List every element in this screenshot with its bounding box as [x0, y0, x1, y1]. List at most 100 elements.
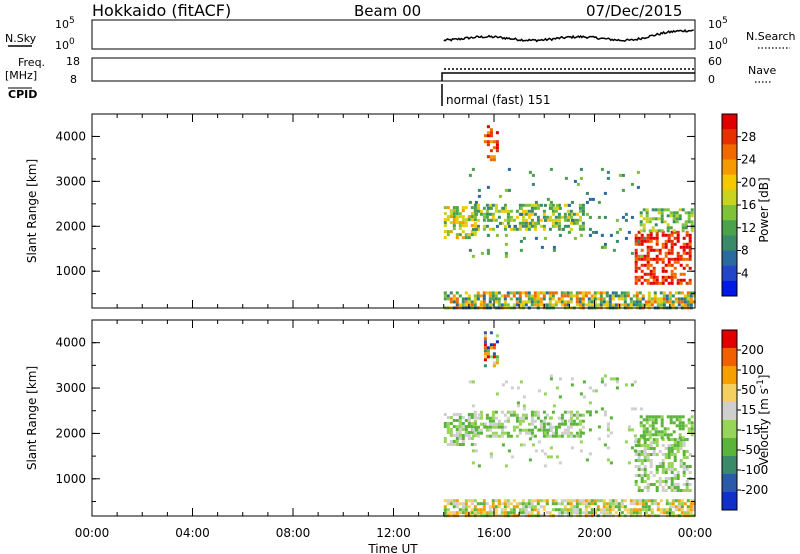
- velocity-cell: [671, 499, 675, 503]
- power-cell: [486, 206, 490, 210]
- velocity-cell: [665, 502, 669, 506]
- velocity-cell: [611, 502, 615, 506]
- power-cell: [486, 251, 490, 255]
- power-cell: [519, 212, 523, 216]
- power-cell: [632, 303, 636, 307]
- power-cell: [449, 291, 453, 295]
- velocity-cell: [660, 421, 664, 425]
- velocity-cell: [533, 499, 537, 503]
- velocity-cell: [676, 471, 680, 474]
- power-cell: [491, 212, 495, 216]
- velocity-cell: [461, 422, 465, 425]
- power-cell: [638, 291, 642, 295]
- power-cell: [569, 294, 573, 298]
- power-cell: [473, 230, 477, 234]
- power-cell: [660, 220, 664, 224]
- power-cell: [549, 200, 553, 204]
- power-cell: [624, 212, 628, 216]
- velocity-cell: [637, 459, 641, 462]
- velocity-cell: [608, 499, 612, 503]
- power-cell: [491, 227, 495, 231]
- power-cell: [686, 291, 690, 295]
- power-cell: [581, 303, 585, 307]
- power-cell: [566, 300, 570, 304]
- velocity-cell: [605, 511, 609, 515]
- power-cell: [504, 251, 508, 255]
- velocity-cell: [669, 421, 673, 425]
- power-cell: [654, 217, 658, 221]
- power-cell: [461, 303, 465, 307]
- power-cell: [581, 221, 585, 225]
- velocity-cell: [661, 444, 665, 447]
- colorbar-swatch: [722, 366, 737, 385]
- velocity-cell: [458, 413, 462, 416]
- power-cell: [468, 173, 472, 177]
- power-cell: [455, 215, 459, 219]
- velocity-cell: [503, 499, 507, 503]
- power-cell: [600, 167, 604, 171]
- power-cell: [494, 218, 498, 222]
- velocity-cell: [575, 416, 579, 420]
- power-cell: [649, 233, 653, 237]
- velocity-cell: [503, 511, 507, 515]
- power-cell: [638, 303, 642, 307]
- power-cell: [489, 218, 493, 222]
- velocity-cell: [537, 428, 541, 432]
- power-cell: [667, 251, 671, 255]
- power-cell: [685, 230, 689, 234]
- power-cell: [681, 208, 685, 212]
- power-cell: [634, 242, 638, 246]
- velocity-cell: [685, 438, 689, 441]
- power-cell: [572, 218, 576, 222]
- power-cell: [560, 297, 564, 301]
- velocity-cell: [686, 505, 690, 509]
- velocity-cell: [503, 413, 507, 417]
- velocity-cell: [572, 508, 576, 512]
- power-cell: [605, 303, 609, 307]
- power-cell: [597, 215, 601, 219]
- velocity-cell: [527, 502, 531, 506]
- velocity-cell: [492, 355, 496, 359]
- y-tick-label: 3000: [55, 174, 86, 188]
- power-cell: [657, 217, 661, 221]
- power-cell: [485, 303, 489, 307]
- power-cell: [497, 291, 501, 295]
- power-cell: [687, 211, 691, 215]
- velocity-cell: [612, 377, 616, 381]
- power-cell: [443, 206, 447, 210]
- power-cell: [461, 206, 465, 210]
- power-cell: [518, 303, 522, 307]
- power-cell: [569, 300, 573, 304]
- power-cell: [680, 297, 684, 301]
- power-cell: [536, 294, 540, 298]
- velocity-cell: [677, 508, 681, 512]
- velocity-cell: [584, 502, 588, 506]
- velocity-cell: [543, 431, 547, 435]
- power-cell: [677, 303, 681, 307]
- colorbar-tick-label: -50: [741, 443, 761, 457]
- velocity-cell: [495, 340, 499, 344]
- power-cell: [682, 251, 686, 255]
- colorbar-swatch: [722, 114, 737, 130]
- power-cell: [655, 254, 659, 258]
- power-cell: [575, 212, 579, 216]
- velocity-cell: [455, 434, 459, 437]
- velocity-cell: [542, 410, 546, 414]
- velocity-cell: [646, 438, 650, 441]
- power-cell: [512, 227, 516, 231]
- velocity-cell: [474, 428, 478, 432]
- velocity-cell: [657, 430, 661, 434]
- power-cell: [536, 300, 540, 304]
- power-cell: [503, 203, 507, 207]
- power-cell: [452, 209, 456, 213]
- velocity-cell: [599, 508, 603, 512]
- power-cell: [521, 209, 525, 213]
- power-cell: [503, 227, 507, 231]
- velocity-cell: [536, 499, 540, 503]
- velocity-cell: [485, 434, 489, 438]
- velocity-cell: [461, 502, 465, 506]
- velocity-cell: [658, 477, 662, 480]
- power-cell: [590, 300, 594, 304]
- velocity-cell: [596, 505, 600, 509]
